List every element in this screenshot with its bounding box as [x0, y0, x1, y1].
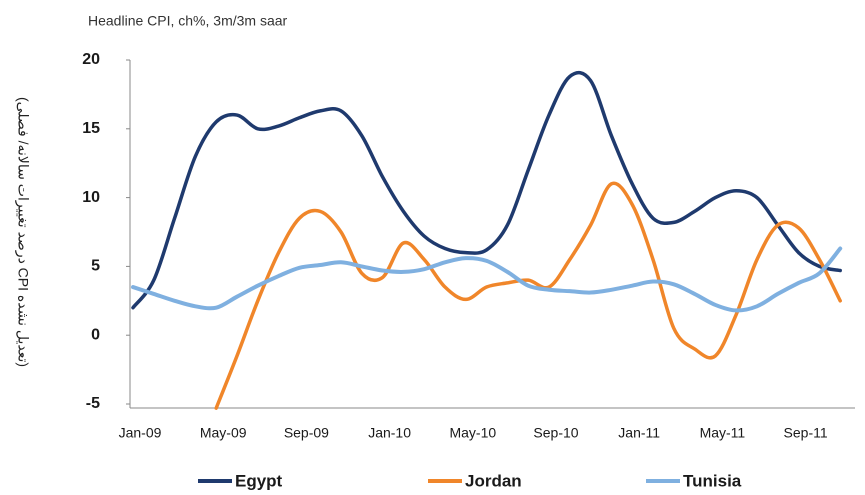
legend-label: Tunisia — [683, 471, 742, 490]
x-tick-label: May-11 — [700, 425, 746, 441]
y-axis-label: (درصد تغییرات سالانه/ فصلی CPI تعدیل نشد… — [14, 97, 31, 367]
y-tick-label: 10 — [82, 189, 100, 206]
x-tick-label: May-09 — [200, 425, 247, 441]
y-tick-label: 5 — [91, 258, 100, 275]
series-line — [131, 246, 843, 313]
y-tick-label: -5 — [86, 395, 100, 412]
x-tick-label: Jan-10 — [368, 425, 411, 441]
y-tick-label: 20 — [82, 51, 100, 68]
y-tick-label: 15 — [82, 120, 100, 137]
y-tick-label: 0 — [91, 326, 100, 343]
x-tick-label: Jan-11 — [618, 425, 660, 441]
legend-label: Jordan — [465, 471, 522, 490]
x-tick-label: Sep-09 — [284, 425, 329, 441]
x-tick-label: Jan-09 — [119, 425, 162, 441]
subtitle: Headline CPI, ch%, 3m/3m saar — [88, 13, 288, 29]
x-tick-label: Sep-10 — [533, 425, 578, 441]
x-tick-label: May-10 — [449, 425, 496, 441]
legend-label: Egypt — [235, 471, 283, 490]
series-line — [131, 70, 842, 310]
x-tick-label: Sep-11 — [784, 425, 828, 441]
series-line — [214, 181, 842, 410]
